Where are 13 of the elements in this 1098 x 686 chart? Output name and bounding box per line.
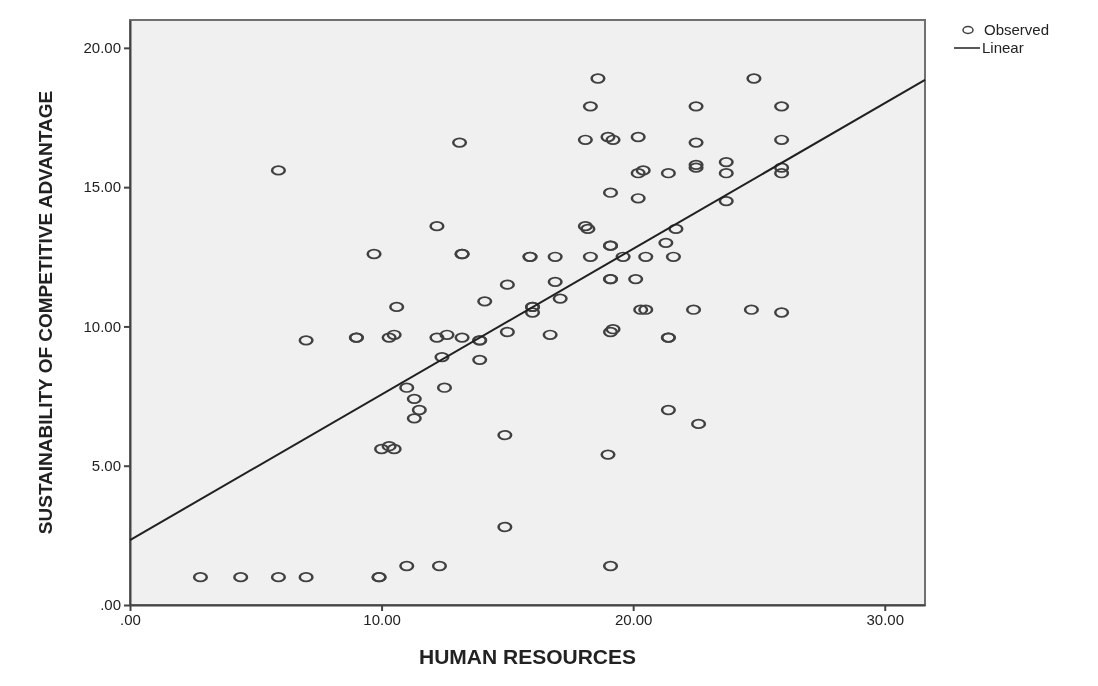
y-tick-label: 5.00 (91, 457, 121, 475)
x-tick-label: 30.00 (866, 610, 905, 628)
x-axis-title: HUMAN RESOURCES (418, 645, 637, 668)
y-tick-label: 10.00 (83, 317, 121, 335)
y-tick-label: 20.00 (83, 39, 121, 57)
legend-label: Observed (984, 21, 1050, 38)
legend-label: Linear (982, 39, 1024, 56)
y-axis-title: SUSTAINABILITY OF COMPETITIVE ADVANTAGE (35, 90, 56, 535)
y-tick-label: 15.00 (83, 178, 121, 196)
x-tick-label: .00 (120, 610, 141, 628)
y-tick-label: .00 (100, 596, 121, 614)
x-tick-label: 20.00 (614, 610, 653, 628)
x-tick-label: 10.00 (363, 610, 401, 628)
